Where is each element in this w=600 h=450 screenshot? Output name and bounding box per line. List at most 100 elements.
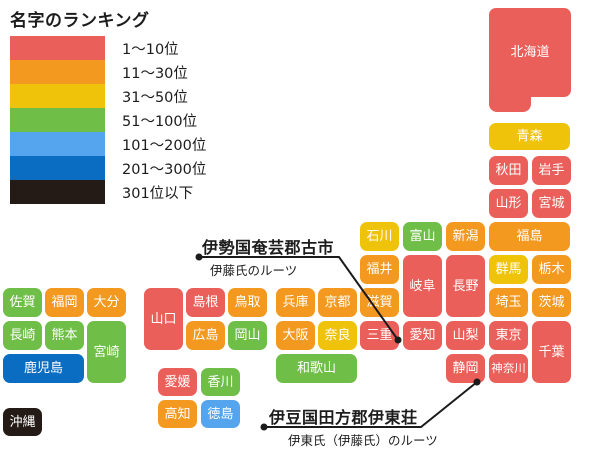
legend-color-swatch xyxy=(10,179,105,205)
prefecture-tile: 長野 xyxy=(446,255,485,317)
prefecture-label: 滋賀 xyxy=(366,295,393,310)
prefecture-label: 栃木 xyxy=(538,262,565,277)
prefecture-tile: 東京 xyxy=(489,321,528,350)
prefecture-label: 奈良 xyxy=(324,328,351,343)
prefecture-label: 長崎 xyxy=(9,328,36,343)
prefecture-label: 富山 xyxy=(409,229,436,244)
prefecture-label: 石川 xyxy=(366,229,393,244)
prefecture-tile: 栃木 xyxy=(532,255,571,284)
prefecture-tile: 石川 xyxy=(360,222,399,251)
prefecture-label: 岡山 xyxy=(234,328,261,343)
legend-item: 1〜10位 xyxy=(10,35,206,61)
prefecture-tile: 千葉 xyxy=(532,321,571,383)
prefecture-tile: 山形 xyxy=(489,189,528,218)
prefecture-tile: 広島 xyxy=(186,321,225,350)
prefecture-tile: 新潟 xyxy=(446,222,485,251)
prefecture-label: 山口 xyxy=(150,311,177,327)
prefecture-label: 沖縄 xyxy=(9,414,36,430)
prefecture-label: 東京 xyxy=(495,328,522,343)
prefecture-label: 高知 xyxy=(164,406,191,422)
prefecture-label: 三重 xyxy=(366,328,393,343)
prefecture-label: 福島 xyxy=(516,229,543,244)
prefecture-label: 鹿児島 xyxy=(23,361,63,376)
prefecture-label: 宮城 xyxy=(538,196,565,211)
prefecture-tile: 福島 xyxy=(489,222,570,251)
annotation-ise-subtitle: 伊藤氏のルーツ xyxy=(210,263,298,278)
prefecture-label: 山形 xyxy=(495,196,522,211)
prefecture-tile: 富山 xyxy=(403,222,442,251)
prefecture-tile: 愛媛 xyxy=(158,368,197,396)
legend-item-label: 11〜30位 xyxy=(122,65,188,82)
prefecture-label: 宮崎 xyxy=(93,344,120,360)
legend-item-label: 51〜100位 xyxy=(122,113,198,130)
prefecture-label: 埼玉 xyxy=(495,295,522,310)
legend: 1〜10位 11〜30位 31〜50位 51〜100位 101〜200位 201〜300位… xyxy=(10,35,207,205)
prefecture-tile: 愛知 xyxy=(403,321,442,350)
prefecture-tile: 鹿児島 xyxy=(3,354,84,383)
prefecture-tile: 鳥取 xyxy=(228,288,267,317)
prefecture-tile: 兵庫 xyxy=(276,288,315,317)
prefecture-label: 大分 xyxy=(93,295,120,310)
prefecture-label: 佐賀 xyxy=(9,295,36,310)
prefecture-tile: 三重 xyxy=(360,321,399,350)
prefecture-tile: 山梨 xyxy=(446,321,485,350)
prefecture-tile: 山口 xyxy=(144,288,183,350)
prefecture-tile: 和歌山 xyxy=(276,354,357,383)
annotation-ise-title: 伊勢国奄芸郡古市 xyxy=(202,238,335,257)
prefecture-label: 群馬 xyxy=(495,262,522,277)
prefecture-tile: 埼玉 xyxy=(489,288,528,317)
prefecture-label: 山梨 xyxy=(452,328,479,343)
prefecture-tile: 徳島 xyxy=(201,400,240,428)
prefecture-tile: 宮城 xyxy=(532,189,571,218)
legend-color-swatch xyxy=(10,107,105,133)
prefecture-tile: 沖縄 xyxy=(3,408,42,436)
prefecture-tile: 福岡 xyxy=(45,288,84,317)
prefecture-tile: 大分 xyxy=(87,288,126,317)
prefecture-label: 京都 xyxy=(324,295,351,310)
prefecture-label: 鳥取 xyxy=(234,295,261,310)
legend-item: 201〜300位 xyxy=(10,155,207,181)
legend-item-label: 201〜300位 xyxy=(122,161,207,178)
legend-item-label: 101〜200位 xyxy=(122,137,207,154)
prefecture-label: 愛知 xyxy=(409,328,436,343)
legend-item-label: 31〜50位 xyxy=(122,89,188,106)
prefecture-label: 香川 xyxy=(207,374,234,390)
prefecture-tile: 岐阜 xyxy=(403,255,442,317)
prefecture-tile: 熊本 xyxy=(45,321,84,350)
prefecture-label: 広島 xyxy=(192,328,219,343)
prefecture-tile: 島根 xyxy=(186,288,225,317)
legend-item: 51〜100位 xyxy=(10,107,206,133)
legend-item: 101〜200位 xyxy=(10,131,207,157)
prefecture-tile: 香川 xyxy=(201,368,240,396)
prefecture-label: 秋田 xyxy=(495,163,522,178)
prefecture-tile: 大阪 xyxy=(276,321,315,350)
prefecture-label: 大阪 xyxy=(282,328,309,343)
prefecture-label: 熊本 xyxy=(51,328,78,343)
prefecture-tile: 北海道 xyxy=(489,8,571,97)
prefecture-label: 和歌山 xyxy=(296,361,336,376)
prefecture-tile: 神奈川 xyxy=(489,354,528,383)
prefecture-tile: 茨城 xyxy=(532,288,571,317)
legend-item-label: 1〜10位 xyxy=(122,41,179,58)
prefecture-label: 茨城 xyxy=(538,295,565,310)
annotation-izu-title: 伊豆国田方郡伊東荘 xyxy=(269,408,418,427)
prefecture-tile: 京都 xyxy=(318,288,357,317)
legend-color-swatch xyxy=(10,155,105,181)
prefecture-label: 福井 xyxy=(366,262,393,277)
prefecture-tile: 高知 xyxy=(158,400,197,428)
prefecture-tile: 滋賀 xyxy=(360,288,399,317)
prefecture-tile: 秋田 xyxy=(489,156,528,185)
prefecture-tile: 宮崎 xyxy=(87,321,126,383)
prefecture-label: 千葉 xyxy=(538,344,565,360)
annotation-izu-subtitle: 伊東氏（伊藤氏）のルーツ xyxy=(288,433,438,448)
prefecture-tile: 群馬 xyxy=(489,255,528,284)
prefecture-label: 北海道 xyxy=(510,45,550,60)
prefecture-label: 兵庫 xyxy=(282,295,309,310)
legend-item: 301位以下 xyxy=(10,179,206,205)
prefecture-tile: 長崎 xyxy=(3,321,42,350)
prefecture-label: 岩手 xyxy=(538,163,565,178)
prefecture-label: 島根 xyxy=(192,295,219,310)
prefecture-label: 新潟 xyxy=(452,229,479,244)
